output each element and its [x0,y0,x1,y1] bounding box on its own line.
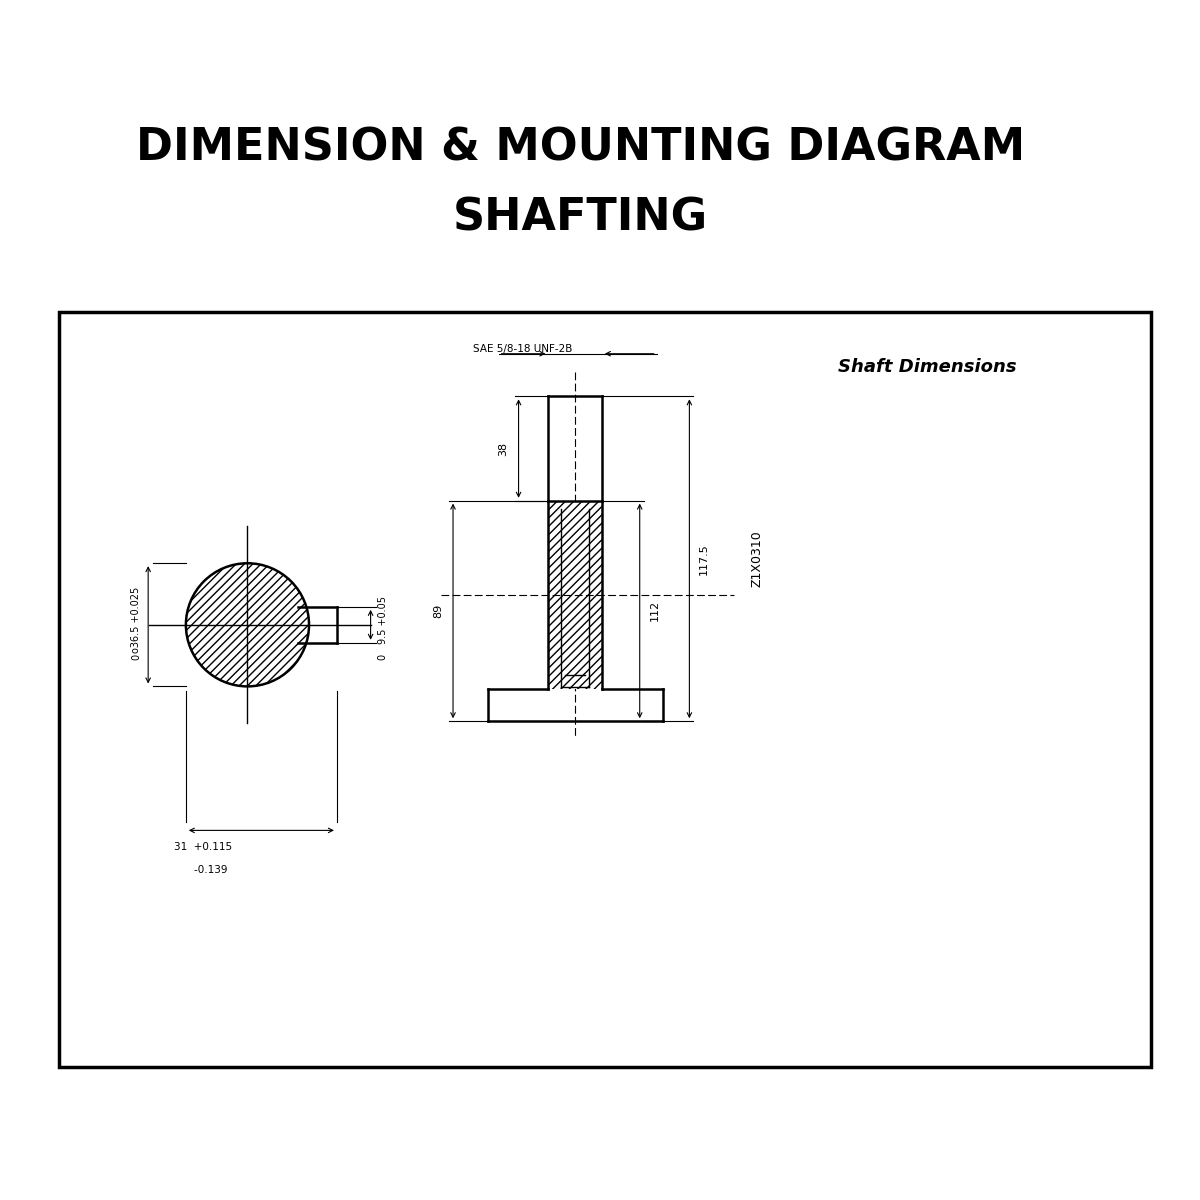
Text: SAE 5/8-18 UNF-2B: SAE 5/8-18 UNF-2B [473,343,572,354]
Text: 31  +0.115: 31 +0.115 [174,842,232,852]
Text: 117.5: 117.5 [700,542,709,575]
Text: o36.5 +0.025: o36.5 +0.025 [131,587,142,653]
Text: Z1X0310: Z1X0310 [750,530,763,587]
Text: SHAFTING: SHAFTING [452,196,708,239]
Text: 89: 89 [433,604,443,618]
Text: 0: 0 [131,654,142,660]
Circle shape [186,563,310,686]
Text: 38: 38 [499,442,509,456]
Text: 112: 112 [649,600,660,622]
Bar [548,500,602,689]
Text: Shaft Dimensions: Shaft Dimensions [839,358,1018,376]
Text: 9.5 +0.05: 9.5 +0.05 [378,596,388,644]
Text: 0: 0 [378,654,388,660]
Bar [59,312,1151,1067]
Text: -0.139: -0.139 [181,865,228,875]
Text: DIMENSION & MOUNTING DIAGRAM: DIMENSION & MOUNTING DIAGRAM [136,127,1025,169]
